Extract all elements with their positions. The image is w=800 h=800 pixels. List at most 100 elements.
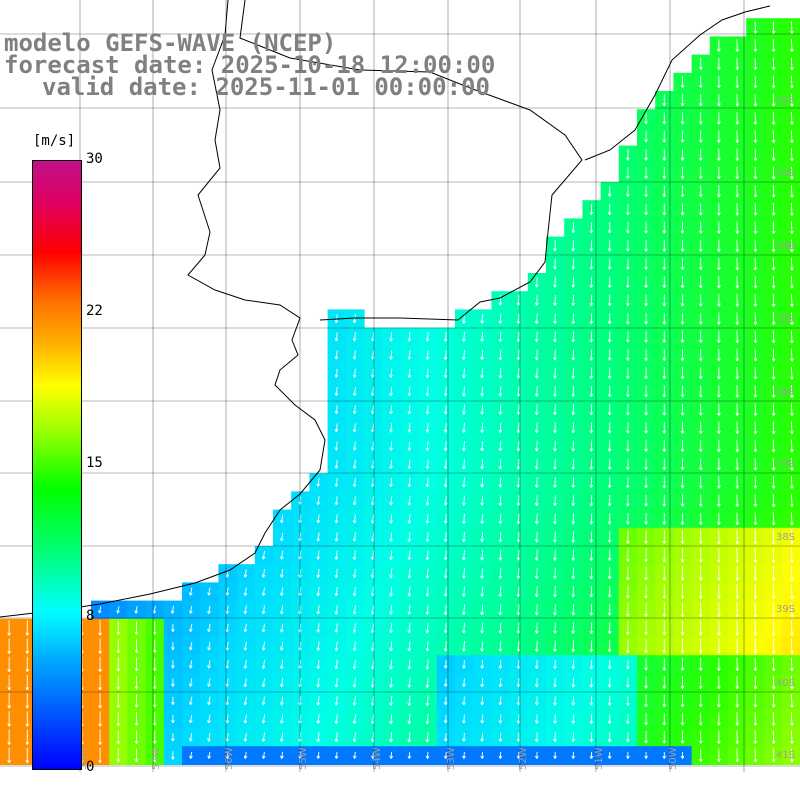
wind-arrow [481,495,484,506]
wind-arrow-head [463,630,466,634]
wind-arrow [208,660,211,669]
wind-arrow [390,713,393,724]
wind-arrow-head [791,632,794,636]
wind-arrow-head [463,484,466,488]
wind-arrow [390,423,393,433]
wind-arrow [353,441,356,451]
wind-arrow-head [317,502,321,505]
wind-arrow [772,657,775,671]
wind-arrow [499,586,502,597]
longitude-labels: 58W 57W 56W 55W 54W 53W 52W 51W 50W [78,747,679,770]
wind-arrow-head [700,266,703,271]
wind-arrow-head [609,266,612,270]
wind-arrow-head [736,467,740,471]
wind-arrow [790,130,793,143]
wind-arrow [445,404,447,415]
wind-arrow-head [755,103,758,107]
wind-arrow [481,422,484,433]
wind-arrow-head [700,303,703,307]
wind-arrow-head [700,103,703,107]
wind-arrow [481,732,484,742]
wind-arrow-head [609,248,612,252]
wind-arrow-head [791,559,794,563]
wind-arrow-head [590,412,594,416]
wind-arrow [390,477,393,487]
wind-arrow-head [335,447,339,451]
wind-arrow-head [663,521,667,525]
wind-arrow-head [700,212,703,216]
wind-arrow-head [627,684,630,688]
wind-arrow-head [445,593,448,597]
wind-arrow-head [390,755,394,759]
wind-arrow [390,751,393,759]
wind-arrow [481,714,484,724]
wind-arrow-head [445,630,448,634]
wind-arrow-head [609,755,612,759]
wind-arrow [463,495,465,506]
wind-arrow-head [682,632,685,636]
wind-arrow-head [26,741,30,745]
wind-arrow-head [536,411,539,415]
wind-arrow-head [536,612,539,616]
wind-arrow [772,730,775,744]
wind-arrow-head [99,632,102,636]
wind-arrow [790,565,793,581]
wind-arrow [244,569,247,578]
wind-arrow [463,622,465,634]
wind-arrow-head [536,430,539,434]
wind-arrow [335,459,338,469]
wind-arrow-head [791,449,794,453]
wind-arrow-head [426,393,430,397]
wind-arrow-head [190,665,193,669]
wind-arrow [481,459,484,470]
wind-arrow-head [791,614,794,618]
wind-arrow-head [26,650,30,654]
wind-arrow [408,350,411,360]
wind-arrow-head [682,266,685,270]
wind-arrow-head [645,175,648,179]
lat-label: 38S [776,532,795,543]
wind-arrow-head [627,357,630,361]
wind-arrow-head [755,759,758,763]
wind-arrow-head [208,755,211,759]
wind-arrow-head [572,448,575,452]
wind-arrow-head [773,668,776,672]
wind-arrow-head [645,394,648,398]
wind-arrow-head [627,430,630,434]
wind-arrow-head [773,30,776,34]
wind-arrow [481,640,484,652]
wind-arrow [372,695,375,706]
wind-arrow [372,477,375,487]
wind-arrow [536,276,538,288]
wind-arrow-head [463,338,466,342]
wind-arrow-head [682,667,685,671]
wind-arrow [408,677,411,688]
wind-arrow-head [572,594,575,598]
wind-arrow [463,732,465,742]
wind-arrow [536,313,538,324]
wind-arrow-head [791,668,794,672]
wind-arrow [353,568,356,578]
wind-arrow [335,659,338,669]
wind-arrow [335,314,338,323]
wind-arrow [445,386,447,397]
wind-arrow-head [736,157,740,161]
wind-arrow-head [536,738,539,742]
wind-arrow-head [627,266,630,270]
wind-arrow-head [481,393,484,397]
wind-arrow-head [281,647,284,651]
wind-arrow-head [408,684,412,688]
wind-arrow-head [791,412,794,416]
wind-arrow-head [536,302,539,306]
wind-arrow-head [718,704,721,708]
wind-arrow-head [590,430,594,434]
wind-arrow [499,440,502,451]
wind-arrow-head [663,632,667,636]
wind-arrow-head [572,557,575,561]
wind-arrow [390,677,393,688]
wind-arrow-head [755,541,758,545]
wind-arrow-head [736,66,740,70]
wind-arrow-head [682,285,685,289]
wind-arrow [790,293,793,307]
wind-arrow-head [627,739,630,743]
